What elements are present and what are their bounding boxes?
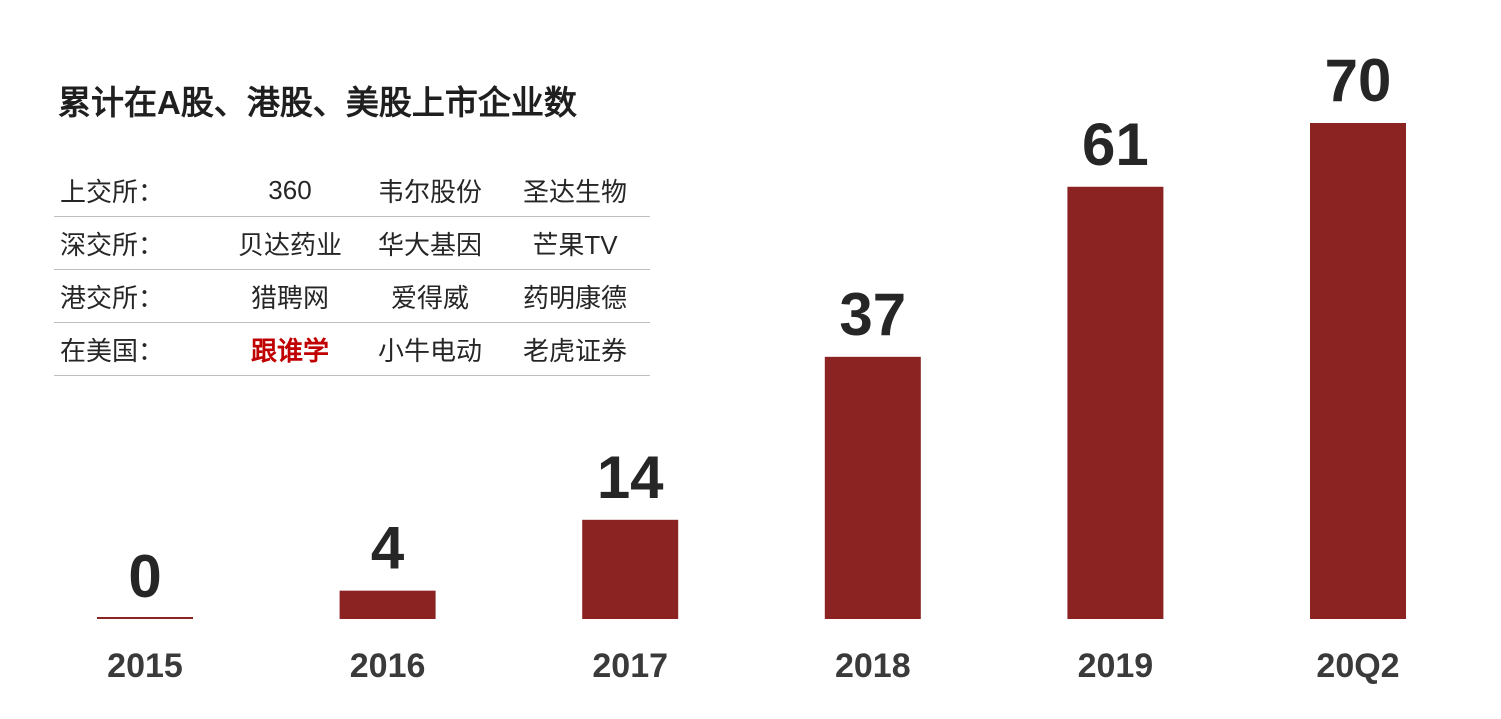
company-cell: 猎聘网: [220, 269, 360, 323]
x-tick-label: 2016: [350, 647, 426, 685]
exchange-label: 港交所：: [54, 269, 220, 323]
data-label-2019: 61: [1082, 111, 1149, 178]
exchange-label: 深交所：: [54, 216, 220, 270]
company-cell: 芒果TV: [500, 216, 650, 270]
bar-2017: [582, 519, 679, 619]
x-tick-label: 2015: [107, 647, 183, 685]
bar-2016: [339, 590, 436, 619]
exchange-table: 上交所： 360 韦尔股份 圣达生物 深交所： 贝达药业 华大基因 芒果TV 港…: [54, 164, 650, 376]
x-tick-label: 2017: [592, 647, 668, 685]
data-label-2018: 37: [839, 281, 906, 348]
exchange-label: 上交所：: [54, 164, 220, 217]
bar-20Q2: [1310, 123, 1406, 619]
company-cell: 药明康德: [500, 269, 650, 323]
bar-2019: [1067, 186, 1164, 619]
company-cell: 爱得威: [360, 269, 500, 323]
company-cell: 小牛电动: [360, 322, 500, 376]
chart-title: 累计在A股、港股、美股上市企业数: [58, 84, 577, 121]
company-cell: 华大基因: [360, 216, 500, 270]
bar-2015: [97, 617, 193, 619]
company-cell-highlighted: 跟谁学: [220, 322, 360, 376]
company-cell: 360: [220, 164, 360, 217]
x-tick-label: 20Q2: [1316, 647, 1399, 685]
data-label-2017: 14: [597, 444, 664, 511]
company-cell: 圣达生物: [500, 164, 650, 217]
data-label-2016: 4: [371, 515, 405, 582]
bar-2018: [824, 356, 921, 619]
table-row: 在美国： 跟谁学 小牛电动 老虎证券: [54, 322, 650, 376]
table-row: 港交所： 猎聘网 爱得威 药明康德: [54, 269, 650, 323]
data-label-20Q2: 70: [1325, 47, 1392, 114]
data-label-2015: 0: [128, 543, 161, 610]
table-row: 深交所： 贝达药业 华大基因 芒果TV: [54, 216, 650, 270]
exchange-label: 在美国：: [54, 322, 220, 376]
table-row: 上交所： 360 韦尔股份 圣达生物: [54, 164, 650, 217]
x-tick-label: 2019: [1078, 647, 1154, 685]
company-cell: 韦尔股份: [360, 164, 500, 217]
company-cell: 贝达药业: [220, 216, 360, 270]
x-tick-label: 2018: [835, 647, 911, 685]
company-cell: 老虎证券: [500, 322, 650, 376]
